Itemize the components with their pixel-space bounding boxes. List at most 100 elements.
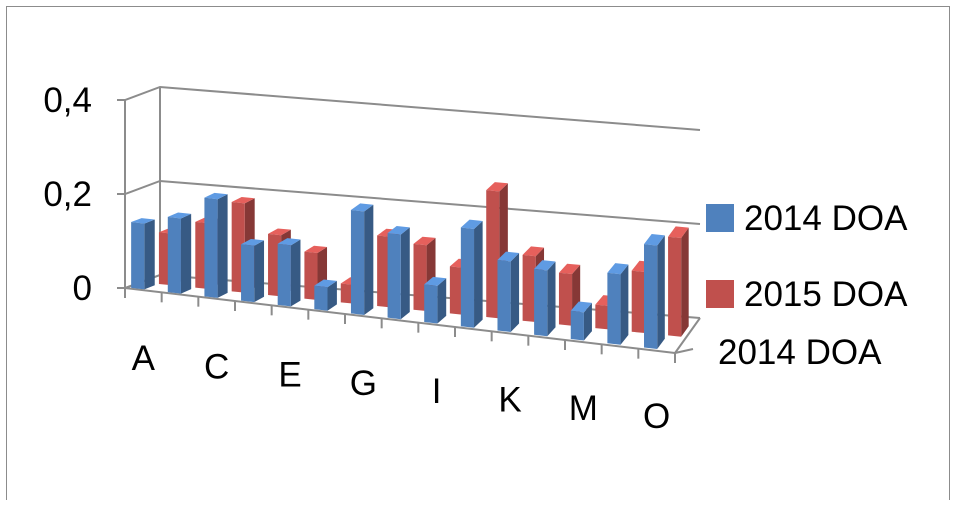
bar-2014-C <box>204 192 228 298</box>
bar-front <box>314 285 328 311</box>
bar-2014-E <box>277 238 301 307</box>
legend: 2014 DOA 2015 DOA <box>706 199 908 314</box>
bar-front <box>350 210 365 315</box>
bar-side <box>583 302 592 341</box>
floor-right-edge <box>674 317 701 354</box>
bar-front <box>424 284 438 324</box>
bar-side <box>327 280 337 311</box>
bar-front <box>534 268 548 337</box>
bar-front <box>668 236 682 337</box>
x-tick-label: A <box>132 339 156 378</box>
bar-front <box>644 244 658 350</box>
bar-2014-O <box>644 233 665 350</box>
bar-top <box>486 182 508 192</box>
y-tick-label: 0,4 <box>43 81 92 120</box>
bar-2015-O <box>668 226 689 337</box>
bar-side <box>510 252 520 332</box>
x-tick-label: I <box>432 372 442 411</box>
chart-frame <box>6 6 950 500</box>
bar-top <box>607 263 629 275</box>
bar-side <box>217 194 228 298</box>
bar-front <box>340 283 354 304</box>
bar-2014-A <box>131 218 155 290</box>
bar-side <box>144 219 155 290</box>
bar-2014-D <box>241 238 265 303</box>
bar-front <box>449 266 463 315</box>
x-tick-label: M <box>569 389 598 428</box>
bar-top <box>497 251 520 262</box>
bar-front <box>460 227 475 328</box>
bar-top <box>424 276 447 286</box>
bar-side <box>364 204 374 315</box>
bar-top <box>204 192 228 200</box>
bar-front <box>131 222 145 290</box>
bar-top <box>522 246 545 257</box>
bar-front <box>607 272 621 345</box>
x-tick-label: K <box>498 381 521 420</box>
y-tick-label: 0,2 <box>43 175 92 214</box>
bar-top <box>387 226 410 235</box>
depth-axis-label: 2014 DOA <box>718 333 882 372</box>
bar-top <box>460 219 483 230</box>
bar-top <box>668 226 689 239</box>
bar-front <box>413 243 427 312</box>
x-axis-ticks: A C E G I K M O <box>124 288 694 436</box>
bar-top <box>314 279 337 288</box>
x-tick-label: C <box>204 347 229 386</box>
y-gridline <box>117 179 701 225</box>
bar-2014-G <box>350 203 374 315</box>
x-tick-label: O <box>643 397 670 436</box>
bar-top <box>241 238 265 246</box>
bar-2014-B <box>167 212 192 294</box>
depth-tick-mark <box>674 348 694 354</box>
bar-2015-L <box>558 263 581 326</box>
bar-front <box>204 197 218 298</box>
bar-side <box>547 261 556 337</box>
bar-side <box>474 220 483 328</box>
bar-front <box>595 304 609 330</box>
bar-2014-M <box>570 301 592 341</box>
bar-top <box>413 236 436 246</box>
bar-front <box>497 259 511 332</box>
bar-2014-I <box>424 276 447 324</box>
bar-2014-H <box>387 226 410 320</box>
legend-swatch <box>706 280 734 308</box>
bar-front <box>277 243 291 307</box>
bar-top <box>277 238 301 246</box>
bar-front <box>631 270 645 334</box>
bar-front <box>522 254 536 323</box>
bar-side <box>437 278 447 324</box>
bar-top <box>534 260 556 271</box>
legend-label: 2014 DOA <box>744 199 908 238</box>
bar-2014-K <box>497 251 520 332</box>
bar-front <box>558 272 573 326</box>
x-tick-label: G <box>350 364 377 403</box>
chart-bars <box>131 182 689 350</box>
bar-front <box>167 216 181 294</box>
bar-2014-L <box>534 260 556 337</box>
bar-top <box>268 228 291 236</box>
bar-front <box>570 310 584 341</box>
bar-side <box>290 239 301 307</box>
legend-swatch <box>706 204 734 232</box>
bar-side <box>254 240 265 303</box>
bar-top <box>558 263 581 275</box>
bar-front <box>387 233 401 320</box>
bar-side <box>681 227 689 337</box>
bar-top <box>570 301 592 313</box>
bar-2014-N <box>607 263 629 345</box>
bar-front <box>377 235 391 308</box>
bar-top <box>304 245 328 254</box>
bar-top <box>231 197 255 204</box>
bar-top <box>644 233 665 246</box>
bar-front <box>486 190 500 319</box>
bar-side <box>620 264 629 345</box>
x-tick-label: E <box>278 356 301 395</box>
y-axis-ticks: 0 0,2 0,4 <box>43 81 92 308</box>
y-tick-label: 0 <box>73 269 92 308</box>
bar-side <box>657 235 665 350</box>
bar-2014-J <box>460 219 483 328</box>
x-axis-front-edge <box>124 287 676 354</box>
y-gridline <box>117 85 701 131</box>
